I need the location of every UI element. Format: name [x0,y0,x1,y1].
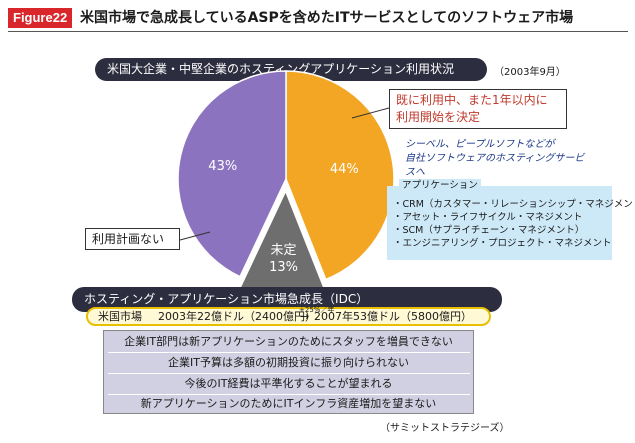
applications-heading: アプリケーション [399,179,481,192]
statement: 今後のIT経費は平準化することが望まれる [184,377,393,390]
statement: 企業IT予算は多額の初期投資に振り向けられない [168,356,409,369]
growth-market: 米国市場 [98,310,142,323]
undecided-label: 未定 [271,243,297,258]
growth-bar: 米国市場 2003年22億ドル（2400億円） → 2007年53億ドル（580… [86,307,491,326]
statement-divider [108,352,470,353]
application-item: ・アセット・ライフサイクル・マネジメント [393,212,583,223]
growth-to: 2007年53億ドル（5800億円） [314,310,472,323]
statement: 新アプリケーションのためにITインフラ資産増加を望まない [140,397,437,410]
growth-arrow-icon: → [300,310,310,323]
title-divider [8,31,628,32]
source-note: （サミットストラテジーズ） [380,423,510,434]
no-plan-value-label: 43% [208,159,237,174]
application-item: ・CRM（カスタマー・リレーションシップ・マネジメント） [393,199,635,210]
figure-tag: Figure22 [8,8,73,28]
callout-in-use-line2: 利用開始を決定 [396,110,481,124]
callout-leaders [179,107,390,241]
pie-slices [177,70,395,300]
leader-in-use [351,107,390,119]
figure-title: 米国市場で急成長しているASPを含めたITサービスとしてのソフトウェア市場 [80,10,574,26]
note-line2: 自社ソフトウェアのホスティングサービスへ [405,153,585,178]
growth-rate: +25%／年 [299,306,335,314]
in-use-value-label: 44% [330,162,359,177]
note-line1: シーベル、ピープルソフトなどが [405,139,555,150]
slice-in-use [285,70,395,281]
statements-box: 企業IT部門は新アプリケーションのためにスタッフを増員できない 企業IT予算は多… [103,330,474,414]
leader-no-plan [179,231,211,241]
undecided-value-label: 13% [269,260,298,275]
pie-labels: 44% 未定 13% 43% [208,159,358,275]
statement: 企業IT部門は新アプリケーションのためにスタッフを増員できない [124,335,453,348]
application-item: ・エンジニアリング・プロジェクト・マネジメント [393,238,612,249]
pie-section-heading: 米国大企業・中堅企業のホスティングアプリケーション利用状況 [95,58,487,81]
callout-in-use-line1: 既に利用中、また1年以内に [396,93,548,107]
statement-divider [108,394,470,395]
slice-no-plan [177,70,287,278]
statement-divider [108,373,470,374]
callout-in-use: 既に利用中、また1年以内に 利用開始を決定 [389,89,567,129]
survey-date: （2003年9月） [494,67,566,78]
growth-from: 2003年22億ドル（2400億円） [158,310,316,323]
callout-no-plan: 利用計画ない [85,228,180,250]
applications-box: アプリケーション ・CRM（カスタマー・リレーションシップ・マネジメント） ・ア… [387,179,635,260]
application-item: ・SCM（サプライチェーン・マネジメント） [393,225,585,236]
